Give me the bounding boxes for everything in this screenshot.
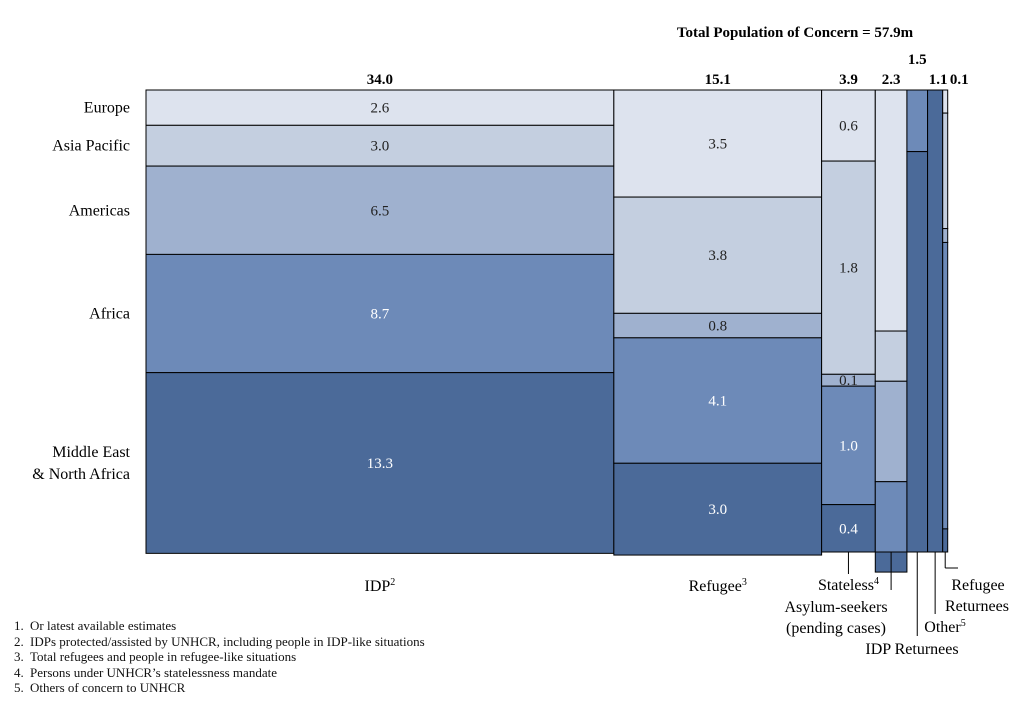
segment-asylum-seekers-pending-cases-asia-pacific <box>874 330 908 382</box>
segment-refugee-returnees-europe <box>942 89 949 114</box>
category-label-asylum-seekers-sub: (pending cases) <box>786 620 886 637</box>
column-total-label: 34.0 <box>367 72 393 88</box>
footnote: 1. Or latest available estimates <box>14 618 177 633</box>
segment-value-label: 0.6 <box>839 119 858 135</box>
segment-idp-europe <box>145 89 615 126</box>
segment-refugee-europe <box>613 89 823 198</box>
region-label-middle-east-north-africa: Middle East & North Africa <box>32 444 130 483</box>
segment-idp-asia-pacific <box>145 124 615 167</box>
segment-value-label: 0.1 <box>839 373 858 389</box>
chart-labels: 2.6 3.0 6.5 8.7 13.3 3.5 3.8 0.8 4.1 3.0 0.6 1.8 0.1… <box>32 52 1009 658</box>
segment-asylum-seekers-pending-cases-europe <box>874 89 908 332</box>
segment-idp-returnees-africa <box>906 89 929 153</box>
segment-value-label: 6.5 <box>371 203 390 219</box>
segment-value-label: 0.4 <box>839 521 858 537</box>
segment-stateless-middle-east-north-africa <box>821 504 876 553</box>
region-label-europe: Europe <box>84 100 130 117</box>
segment-value-label: 13.3 <box>367 456 393 472</box>
category-label-refugee-returnees-sub: Returnees <box>945 598 1009 615</box>
segment-value-label: 3.8 <box>708 248 727 264</box>
segment-refugee-returnees-middle-east-north-africa <box>942 528 949 553</box>
segment-value-label: 0.8 <box>708 319 727 335</box>
segment-idp-americas <box>145 165 615 255</box>
category-label-stateless: Stateless4 <box>818 576 879 594</box>
footnotes: 1. Or latest available estimates 2. IDPs p… <box>14 618 425 696</box>
segment-value-label: 3.0 <box>371 139 390 155</box>
category-label-refugee: Refugee3 <box>689 577 747 595</box>
footnote: 3. Total refugees and people in refugee-l… <box>14 649 297 665</box>
segment-value-label: 1.8 <box>839 261 858 277</box>
region-label-asia-pacific: Asia Pacific <box>52 138 130 155</box>
segment-value-label: 1.0 <box>839 438 858 454</box>
footnote: 5. Others of concern to UNHCR <box>14 680 186 696</box>
segment-asylum-seekers-pending-cases-americas <box>874 380 908 483</box>
segment-stateless-asia-pacific <box>821 160 876 375</box>
column-total-label: 15.1 <box>705 72 731 88</box>
segment-idp-africa <box>145 253 615 374</box>
footnote: 4. Persons under UNHCR’s statelessness ma… <box>14 664 277 680</box>
column-total-label: 1.5 <box>908 52 927 68</box>
segment-value-label: 3.5 <box>708 137 727 153</box>
chart-bars <box>145 89 949 573</box>
region-label-americas: Americas <box>69 202 130 219</box>
category-label-refugee-returnees: Refugee <box>951 577 1004 594</box>
segment-refugee-americas <box>613 312 823 339</box>
segment-asylum-seekers-pending-cases-africa <box>874 481 908 553</box>
segment-refugee-returnees-africa <box>942 241 949 530</box>
segment-other-middle-east-north-africa <box>927 89 944 553</box>
segment-value-label: 2.6 <box>371 101 390 117</box>
segment-refugee-returnees-asia-pacific <box>942 112 949 230</box>
segment-refugee-returnees-americas <box>942 228 949 243</box>
column-total-label: 3.9 <box>839 72 858 88</box>
segment-refugee-middle-east-north-africa <box>613 462 823 556</box>
segment-value-label: 3.0 <box>708 502 727 518</box>
column-total-label: 2.3 <box>882 72 901 88</box>
total-population-label: Total Population of Concern = 57.9m <box>677 25 914 41</box>
segment-idp-returnees-middle-east-north-africa <box>906 151 929 553</box>
category-label-idp: IDP2 <box>365 577 396 595</box>
segment-value-label: 8.7 <box>371 307 390 323</box>
column-total-label: 1.1 <box>929 72 948 88</box>
column-total-label: 0.1 <box>950 72 969 88</box>
segment-idp-middle-east-north-africa <box>145 372 615 554</box>
category-label-asylum-seekers: Asylum-seekers <box>784 599 887 616</box>
region-label-africa: Africa <box>89 306 130 323</box>
footnote: 2. IDPs protected/assisted by UNHCR, incl… <box>14 633 425 649</box>
segment-value-label: 4.1 <box>708 394 727 410</box>
segment-refugee-asia-pacific <box>613 196 823 314</box>
segment-stateless-africa <box>821 385 876 506</box>
category-label-idp-returnees: IDP Returnees <box>865 641 958 658</box>
category-label-other: Other5 <box>924 618 965 636</box>
